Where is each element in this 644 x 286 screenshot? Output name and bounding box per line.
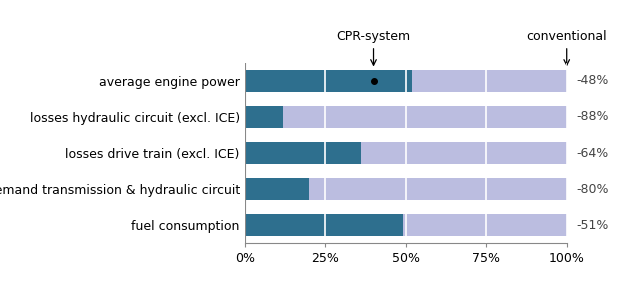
Text: -48%: -48% (576, 74, 609, 88)
Bar (245, 142, 567, 164)
Bar (245, 214, 402, 236)
Text: -51%: -51% (576, 219, 609, 232)
Bar (245, 178, 309, 200)
Bar (245, 106, 567, 128)
Bar (245, 178, 567, 200)
Bar (245, 70, 412, 92)
Bar (245, 214, 567, 236)
Text: conventional: conventional (526, 30, 607, 65)
Bar (245, 142, 361, 164)
Text: -80%: -80% (576, 182, 609, 196)
Bar (245, 70, 567, 92)
Text: -64%: -64% (576, 146, 609, 160)
Bar (245, 106, 283, 128)
Text: -88%: -88% (576, 110, 609, 124)
Text: CPR-system: CPR-system (336, 30, 411, 65)
